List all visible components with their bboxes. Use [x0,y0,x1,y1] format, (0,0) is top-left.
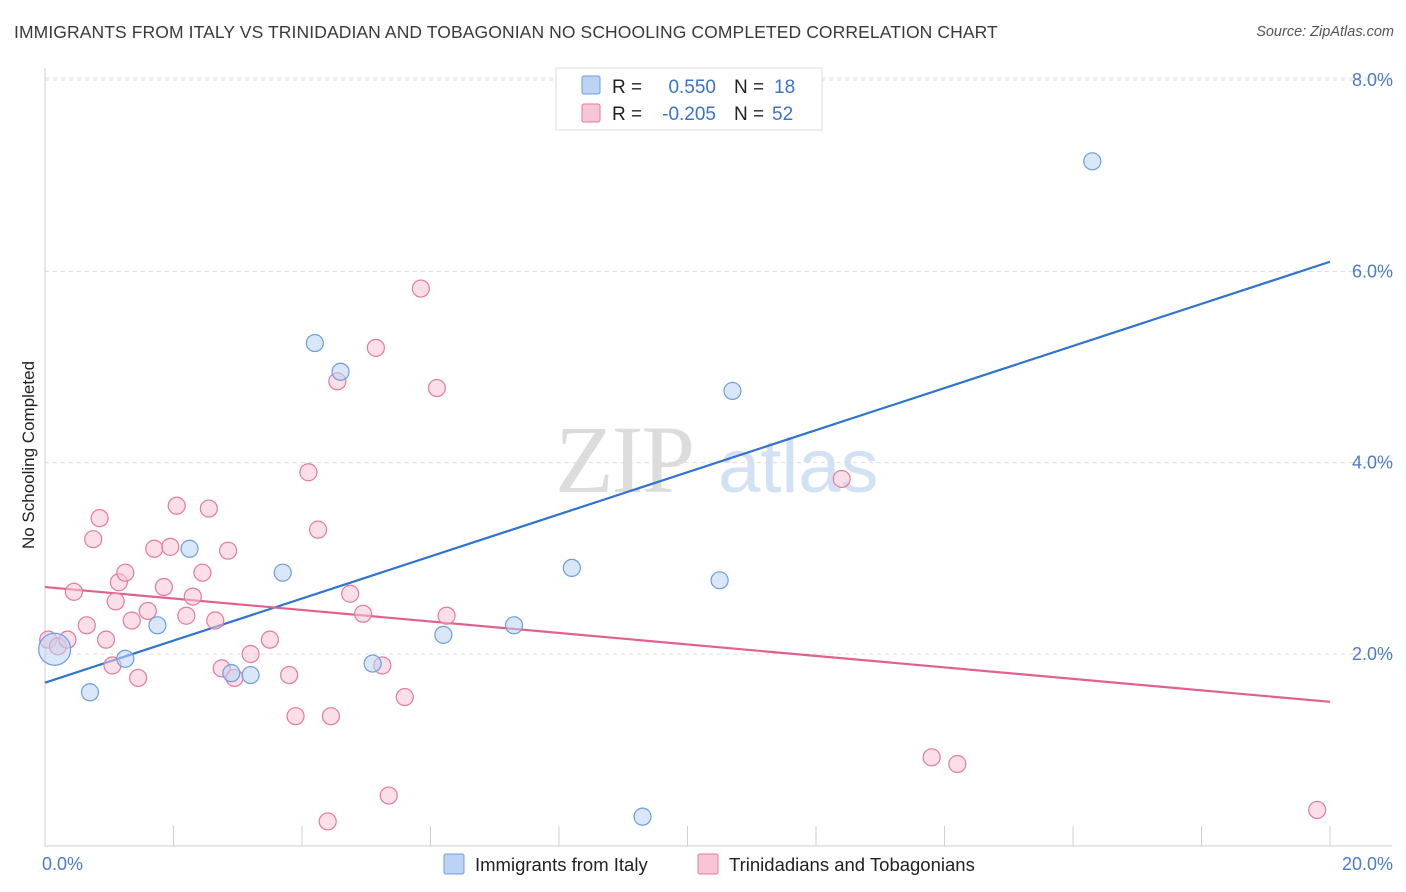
tt-point [427,378,447,398]
y-tick-label: 4.0% [1352,453,1393,473]
y-tick-label: 2.0% [1352,644,1393,664]
tt-point [183,587,202,606]
italy-point [1083,152,1102,171]
correlation-legend: R = 0.550 N = 18 R = -0.205 N = 52 [555,67,823,131]
tt-point [341,584,360,603]
tt-point [260,630,279,649]
tt-point [129,668,148,688]
tt-point [161,537,180,556]
tt-point [379,786,398,805]
italy-point [180,539,199,558]
legend-n-label-tt: N = [734,104,764,125]
tt-point [90,509,109,528]
italy-point [562,558,581,578]
italy-point [331,362,350,381]
tt-point [193,563,212,582]
italy-point [80,683,100,702]
legend-swatch-tt [581,103,601,123]
legend-r-label-italy: R = [612,77,642,98]
watermark-zip: ZIP [555,406,693,513]
italy-point [363,654,382,673]
tt-point [177,606,196,625]
tt-point [219,541,238,560]
tt-point [308,520,328,539]
bottom-legend-label-tt: Trinidadians and Tobagonians [729,854,975,875]
tt-point [321,707,341,726]
italy-point [633,807,652,826]
tt-point [353,604,373,623]
italy-point [241,665,260,685]
tt-point [96,630,116,649]
tt-point [106,592,125,611]
y-tick-label: 8.0% [1352,70,1393,90]
tt-point [411,279,430,298]
legend-r-label-tt: R = [612,104,642,125]
tt-point [366,338,385,357]
italy-point [504,616,524,635]
tt-point [84,530,103,549]
legend-n-value-italy: 18 [774,77,795,98]
tt-point [286,707,305,726]
tt-point [116,563,135,582]
legend-n-value-tt: 52 [772,104,793,125]
tt-point [138,601,157,621]
grid [45,77,1392,655]
tt-point [167,496,186,515]
tt-point [922,748,941,767]
tt-point [64,582,84,601]
axes: 2.0% 4.0% 6.0% 8.0% [44,68,1393,847]
tt-point [206,611,225,630]
x-tick-label-min: 0.0% [42,854,83,874]
series-legend: Immigrants from Italy Trinidadians and T… [443,853,975,875]
italy-point [38,632,72,666]
italy-point [305,333,324,353]
source-credit: Source: ZipAtlas.com [1256,24,1394,40]
y-axis-label: No Schooling Completed [19,361,38,549]
italy-point [710,571,729,590]
italy-trend-line [44,260,1331,684]
tt-point [199,499,218,518]
data-points [38,152,1327,831]
legend-r-value-tt: -0.205 [662,104,716,125]
chart-title: IMMIGRANTS FROM ITALY VS TRINIDADIAN AND… [14,22,998,42]
legend-r-value-italy: 0.550 [668,77,716,98]
italy-point [148,616,167,635]
italy-point [273,563,292,582]
bottom-legend-label-italy: Immigrants from Italy [475,854,648,875]
tt-point [948,754,967,774]
tt-point [77,616,96,635]
tt-point [280,665,299,685]
tt-point [241,644,260,664]
tt-trend-line [44,585,1331,703]
tt-point [154,577,173,597]
y-tick-label: 6.0% [1352,261,1393,281]
bottom-legend-swatch-tt [697,853,719,875]
tt-point [832,469,851,489]
tt-point [122,611,141,630]
tt-point [318,812,337,831]
watermark-atlas: atlas [718,424,879,509]
italy-point [723,381,742,401]
tt-point [437,606,456,625]
legend-swatch-italy [581,75,601,95]
italy-point [222,664,241,683]
legend-n-label-italy: N = [734,77,764,98]
tt-point [395,687,414,707]
bottom-legend-swatch-italy [443,853,465,875]
trend-lines [44,260,1331,703]
italy-point [434,625,453,644]
italy-point [116,649,135,668]
x-tick-label-max: 20.0% [1342,854,1393,874]
tt-point [145,539,164,558]
tt-point [299,463,318,482]
tt-point [1308,800,1327,820]
